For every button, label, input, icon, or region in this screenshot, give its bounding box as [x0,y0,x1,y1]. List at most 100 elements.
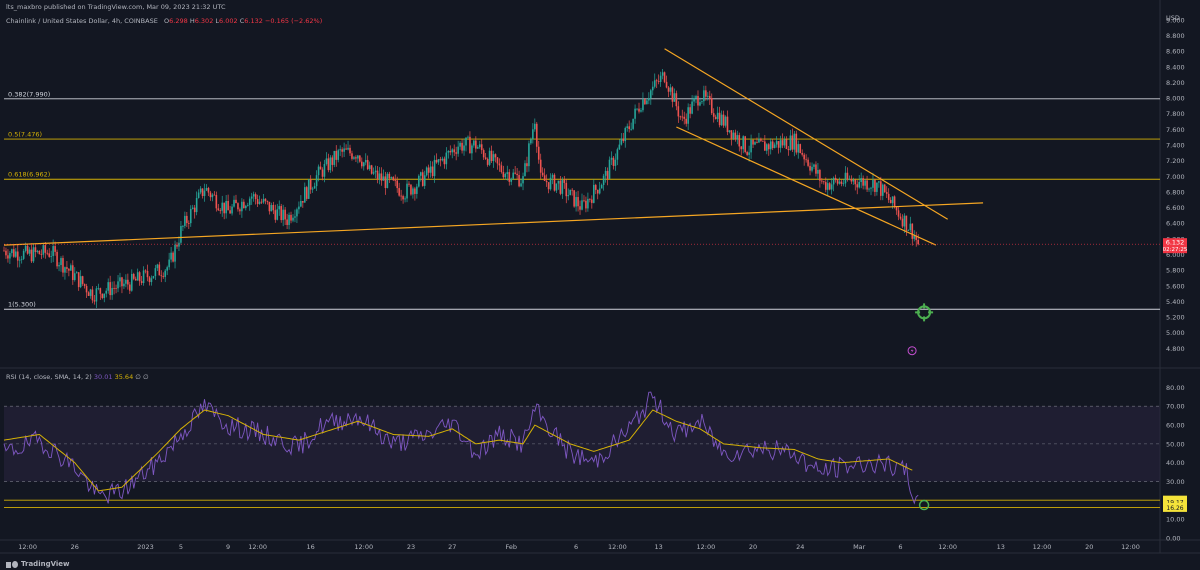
candle-body [909,223,912,231]
candle-body [28,249,31,254]
candle-body [803,154,805,160]
candle-body [382,176,385,181]
candle-body [406,183,408,199]
candle-body [653,80,656,87]
candle-body [370,165,373,174]
candle-body [359,155,361,162]
candle-body [384,176,387,189]
candle-body [245,205,247,209]
candle-body [16,251,19,261]
candle-body [431,166,434,177]
candle-body [341,149,343,152]
candle-body [852,179,855,182]
candle-body [494,154,497,158]
candle-body [368,165,371,170]
time-tick-label: 16 [307,543,315,551]
candle-body [620,138,623,145]
candle-body [282,209,284,221]
candle-body [303,187,306,203]
candle-body [760,138,762,141]
candle-body [563,179,566,183]
candle-body [372,172,375,174]
rsi-info[interactable]: RSI (14, close, SMA, 14, 2) 30.01 35.64 … [6,373,149,381]
candle-body [773,144,776,148]
candle-body [726,116,729,133]
candle-body [36,250,39,252]
trendline-lower-channel [676,126,937,246]
candle-body [518,175,520,187]
candle-body [93,300,96,302]
candle-body [201,188,204,196]
candle-body [498,163,501,166]
candle-body [712,113,715,117]
candle-body [32,247,35,262]
candle-body [189,208,192,224]
candle-body [408,183,410,185]
candle-body [166,267,168,271]
lightning-marker-bolt [910,348,914,354]
candle-body [121,277,123,287]
candle-body [465,137,467,146]
candle-body [730,130,733,139]
candle-body [915,235,918,240]
candle-body [335,150,338,160]
candle-body [640,110,642,112]
time-tick-label: 13 [655,543,663,551]
tradingview-logo[interactable]: TradingView [6,560,70,568]
candle-body [689,107,691,114]
candle-body [150,278,153,283]
low-label: L [215,17,220,25]
candle-body [225,200,227,214]
candle-body [893,196,896,207]
candle-body [539,159,542,173]
candle-body [138,272,141,282]
candle-body [77,272,80,288]
candle-body [451,149,454,153]
trendline-upper-channel [664,48,948,220]
candle-body [860,178,862,183]
candle-body [425,167,428,176]
candle-body [457,146,459,154]
candle-body [298,206,300,210]
candle-body [541,172,544,176]
candle-body [113,288,115,289]
candle-body [3,250,5,252]
candle-body [602,175,605,185]
time-tick-label: 12:00 [938,543,957,551]
candle-body [477,147,479,149]
candle-body [673,93,676,102]
candle-body [119,277,121,282]
candle-body [636,108,638,110]
candle-body [50,256,52,257]
candle-body [646,100,648,105]
candle-body [70,265,72,271]
candle-body [534,123,536,130]
candle-body [791,135,794,150]
price-tick-label: 8.000 [1166,95,1185,103]
candle-body [347,147,349,150]
candle-body [160,275,163,277]
candle-body [398,188,400,196]
candle-body [638,108,640,112]
candle-body [815,164,817,174]
candle-body [665,81,668,88]
open-value: 6.298 [169,17,188,25]
candle-body [866,180,868,190]
close-label: C [239,17,245,25]
candle-body [311,188,314,190]
candle-body [585,200,587,209]
candle-body [13,249,15,257]
candle-body [418,175,420,187]
fib-level-label: 0.618(6.962) [8,171,50,179]
candle-body [885,192,888,194]
candle-body [744,136,746,153]
candle-body [184,215,186,226]
price-tick-label: 6.600 [1166,204,1185,212]
candle-body [89,289,92,296]
candle-body [134,278,137,281]
candle-body [364,159,367,163]
candle-body [606,170,609,179]
price-tick-label: 8.600 [1166,48,1185,56]
low-value: 6.002 [219,17,238,25]
brand-name: TradingView [21,560,70,568]
